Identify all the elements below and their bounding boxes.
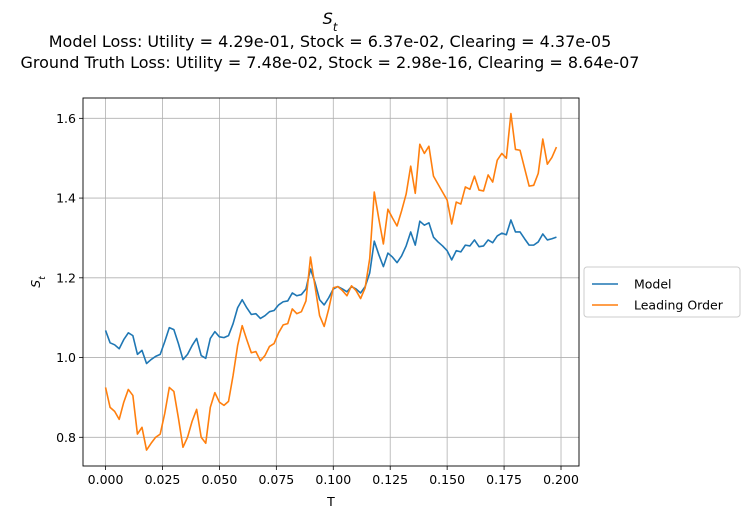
x-tick-label: 0.025 <box>145 472 181 487</box>
x-tick-label: 0.175 <box>486 472 522 487</box>
y-tick-label: 1.4 <box>56 191 76 206</box>
legend-box <box>583 266 741 318</box>
legend: Model Leading Order <box>583 266 741 318</box>
x-axis-label: T <box>326 494 335 509</box>
y-tick-label: 1.6 <box>56 111 76 126</box>
y-tick-label: 1.2 <box>56 270 76 285</box>
x-tick-label: 0.075 <box>258 472 294 487</box>
chart-subtitle-model-loss: Model Loss: Utility = 4.29e-01, Stock = … <box>49 32 612 51</box>
y-tick-label: 0.8 <box>56 430 76 445</box>
chart-title-group: St Model Loss: Utility = 4.29e-01, Stock… <box>21 9 640 72</box>
chart-subtitle-ground-truth-loss: Ground Truth Loss: Utility = 7.48e-02, S… <box>21 53 640 72</box>
series-line-model <box>104 219 557 365</box>
series-lines <box>104 112 558 451</box>
y-axis-ticks: 0.8 1.0 1.2 1.4 1.6 <box>56 111 83 445</box>
grid-lines <box>83 98 579 466</box>
x-axis-ticks: 0.000 0.025 0.050 0.075 0.100 0.125 0.150 0.175… <box>88 466 579 487</box>
legend-label-leading-order: Leading Order <box>634 298 724 313</box>
y-tick-label: 1.0 <box>56 350 76 365</box>
x-tick-label: 0.000 <box>88 472 124 487</box>
chart-title: St <box>323 9 338 34</box>
legend-label-model: Model <box>634 277 672 292</box>
x-tick-label: 0.200 <box>543 472 579 487</box>
y-axis-label: St <box>28 276 48 288</box>
x-tick-label: 0.150 <box>429 472 465 487</box>
x-tick-label: 0.100 <box>315 472 351 487</box>
x-tick-label: 0.125 <box>372 472 408 487</box>
series-line-leading-order <box>104 112 558 451</box>
plot-frame <box>82 97 580 467</box>
x-tick-label: 0.050 <box>202 472 238 487</box>
